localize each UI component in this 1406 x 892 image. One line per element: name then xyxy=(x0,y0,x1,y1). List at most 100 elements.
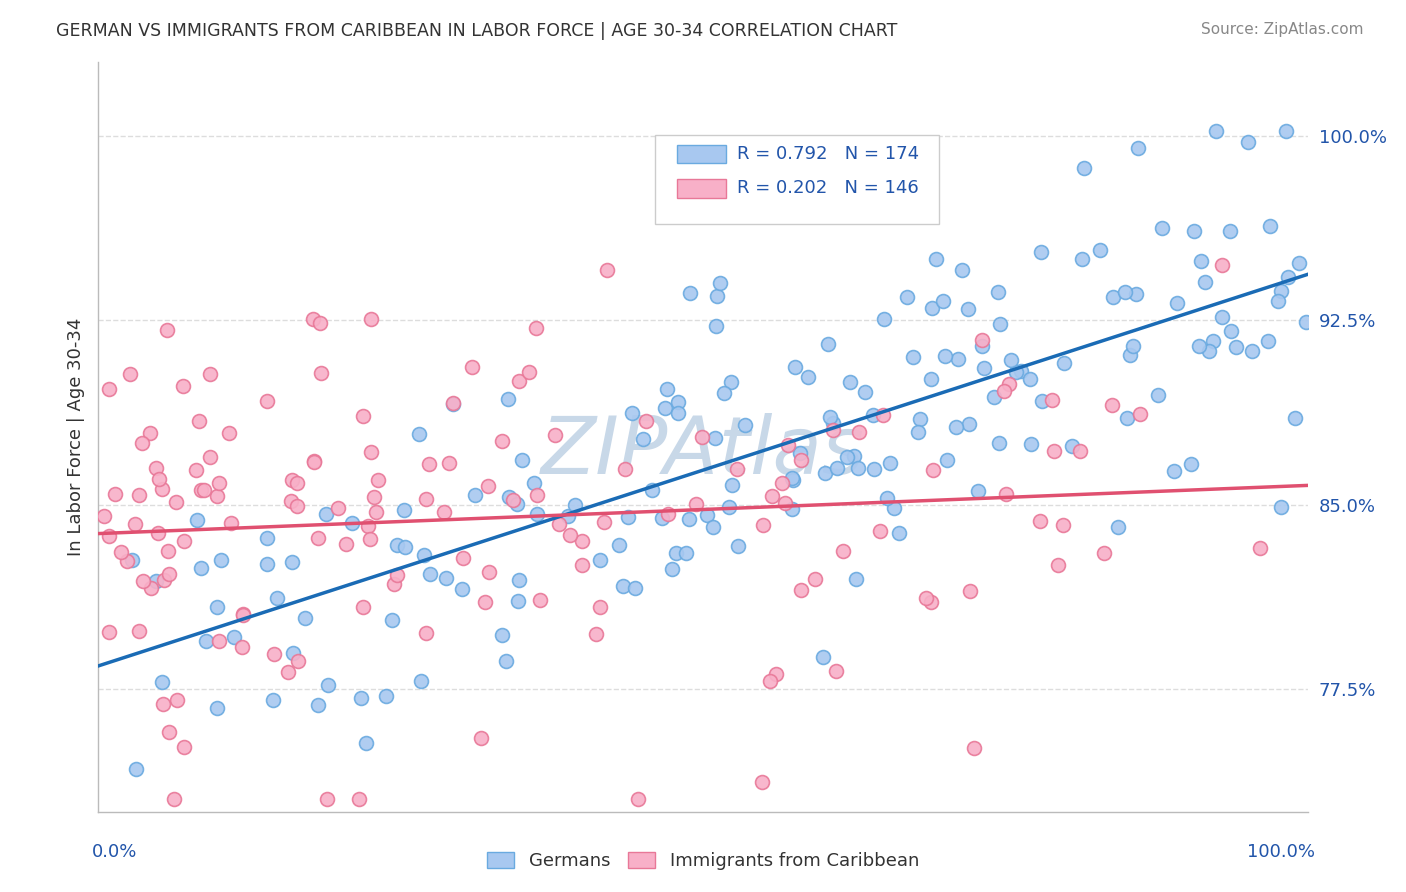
Point xyxy=(198,368,221,382)
Point xyxy=(132,574,155,588)
Point xyxy=(1125,287,1147,301)
Point xyxy=(173,740,195,755)
Point xyxy=(797,369,820,384)
Point xyxy=(765,667,787,681)
Point xyxy=(190,483,212,497)
Point xyxy=(848,425,870,439)
Point xyxy=(627,792,650,806)
Point xyxy=(825,461,848,475)
Point xyxy=(666,406,689,420)
Point xyxy=(508,375,530,389)
Point xyxy=(727,539,749,553)
Point xyxy=(1031,393,1053,408)
Point xyxy=(1019,437,1042,451)
Point xyxy=(920,595,942,609)
Point xyxy=(624,581,647,595)
Point xyxy=(231,640,253,654)
Point xyxy=(118,367,141,381)
Point xyxy=(621,406,644,420)
Point xyxy=(1277,269,1299,284)
Point xyxy=(523,476,546,491)
Point xyxy=(209,553,232,567)
Point xyxy=(165,495,187,509)
Point xyxy=(607,538,630,552)
Point xyxy=(557,508,579,523)
Point xyxy=(616,510,638,524)
Point xyxy=(844,449,866,463)
Point xyxy=(97,625,120,640)
Point xyxy=(589,600,612,615)
Point xyxy=(285,499,308,513)
Point xyxy=(496,392,519,406)
Text: 100.0%: 100.0% xyxy=(1247,843,1315,861)
Point xyxy=(384,577,406,591)
Point xyxy=(1194,275,1216,289)
Point xyxy=(1114,285,1136,299)
Text: R = 0.202   N = 146: R = 0.202 N = 146 xyxy=(737,179,918,197)
Point xyxy=(208,476,231,491)
Point xyxy=(349,792,371,806)
Point xyxy=(408,427,430,442)
Point xyxy=(157,566,180,581)
Point xyxy=(692,430,714,444)
Text: GERMAN VS IMMIGRANTS FROM CARIBBEAN IN LABOR FORCE | AGE 30-34 CORRELATION CHART: GERMAN VS IMMIGRANTS FROM CARIBBEAN IN L… xyxy=(56,22,897,40)
Point xyxy=(350,691,373,706)
Point xyxy=(972,339,994,353)
Point xyxy=(335,537,357,551)
Point xyxy=(491,628,513,642)
Point xyxy=(696,508,718,522)
Point xyxy=(510,452,533,467)
Point xyxy=(262,693,284,707)
Point xyxy=(280,493,302,508)
Point xyxy=(873,311,896,326)
Point xyxy=(932,293,955,308)
Point xyxy=(263,647,285,661)
Point xyxy=(352,599,374,614)
Point xyxy=(163,792,186,806)
Point xyxy=(145,461,167,475)
Point xyxy=(734,417,756,432)
Point xyxy=(156,544,179,558)
Point xyxy=(415,626,437,640)
Point xyxy=(495,654,517,668)
Point xyxy=(491,434,513,448)
Point xyxy=(131,435,153,450)
Point xyxy=(704,319,727,334)
Point xyxy=(1249,541,1271,555)
Point xyxy=(994,487,1017,501)
Point xyxy=(946,352,969,367)
Point xyxy=(315,792,337,806)
Point xyxy=(1040,393,1063,408)
Point xyxy=(1219,224,1241,238)
Point xyxy=(190,561,212,575)
Point xyxy=(208,634,231,648)
Point xyxy=(1129,407,1152,421)
Point xyxy=(280,555,302,569)
Point xyxy=(98,382,121,396)
Point xyxy=(803,572,825,586)
Point xyxy=(186,513,208,527)
Point xyxy=(159,724,181,739)
Point xyxy=(821,416,844,430)
Point xyxy=(128,624,150,638)
Point xyxy=(110,545,132,559)
Point xyxy=(309,367,332,381)
Point xyxy=(751,774,773,789)
Point xyxy=(152,697,174,711)
Point xyxy=(224,630,246,644)
Point xyxy=(1237,135,1260,149)
Point xyxy=(374,690,396,704)
Point xyxy=(394,540,416,554)
Point xyxy=(508,573,530,587)
Point xyxy=(1240,344,1263,359)
Point xyxy=(1119,348,1142,362)
Point xyxy=(195,633,218,648)
Point xyxy=(411,674,433,689)
Point xyxy=(517,365,540,379)
Text: R = 0.792   N = 174: R = 0.792 N = 174 xyxy=(737,145,920,162)
Point xyxy=(418,457,440,471)
Point xyxy=(564,498,586,512)
Point xyxy=(478,566,501,580)
Point xyxy=(1101,290,1123,304)
Point xyxy=(921,301,943,315)
